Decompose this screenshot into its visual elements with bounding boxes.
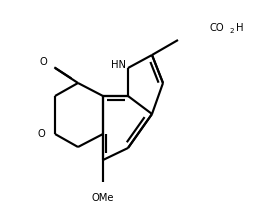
Text: O: O xyxy=(39,57,47,67)
Text: CO: CO xyxy=(210,23,225,33)
Text: HN: HN xyxy=(110,60,126,70)
Text: H: H xyxy=(236,23,244,33)
Text: O: O xyxy=(37,129,45,139)
Text: 2: 2 xyxy=(229,28,234,34)
Text: OMe: OMe xyxy=(92,193,114,203)
